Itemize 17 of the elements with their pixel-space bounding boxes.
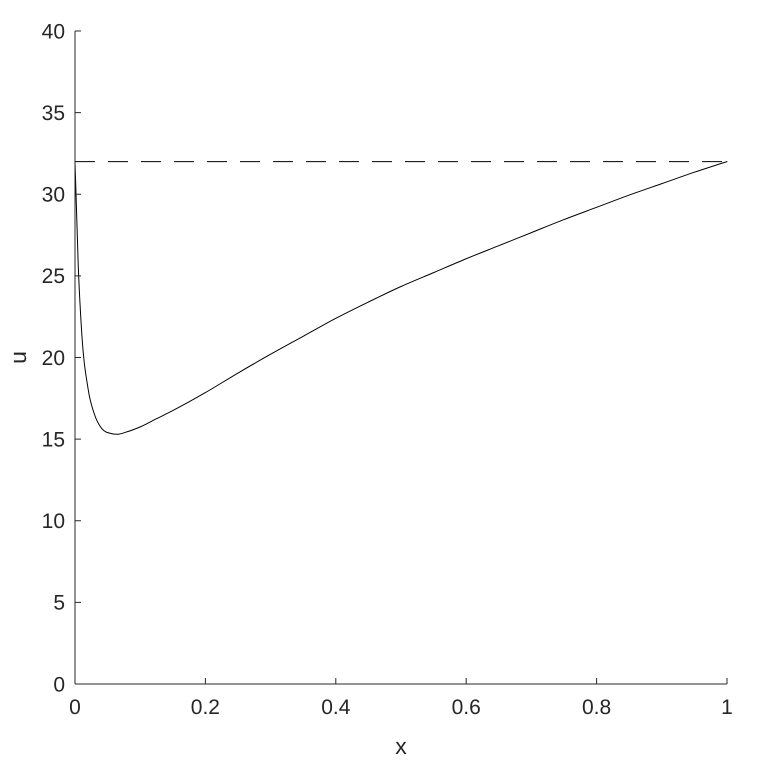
y-tick-label: 5 bbox=[53, 592, 65, 615]
x-tick-label: 0.6 bbox=[452, 696, 481, 719]
y-tick-label: 40 bbox=[42, 20, 65, 44]
y-tick-label: 25 bbox=[42, 265, 65, 288]
x-tick-label: 0.2 bbox=[190, 696, 220, 719]
y-tick-label: 10 bbox=[42, 510, 65, 534]
x-tick-label: 1 bbox=[721, 696, 733, 719]
y-tick-label: 30 bbox=[42, 184, 65, 207]
y-tick-label: 0 bbox=[53, 673, 65, 696]
y-tick-label: 35 bbox=[42, 102, 65, 125]
x-tick-label: 0.4 bbox=[321, 696, 351, 719]
x-tick-label: 0.8 bbox=[582, 696, 612, 719]
y-tick-label: 15 bbox=[42, 428, 65, 452]
x-tick-label: 0 bbox=[69, 696, 81, 719]
y-tick-label: 20 bbox=[42, 346, 65, 370]
y-axis-title: u bbox=[5, 351, 31, 364]
x-axis-title: x bbox=[395, 733, 408, 759]
